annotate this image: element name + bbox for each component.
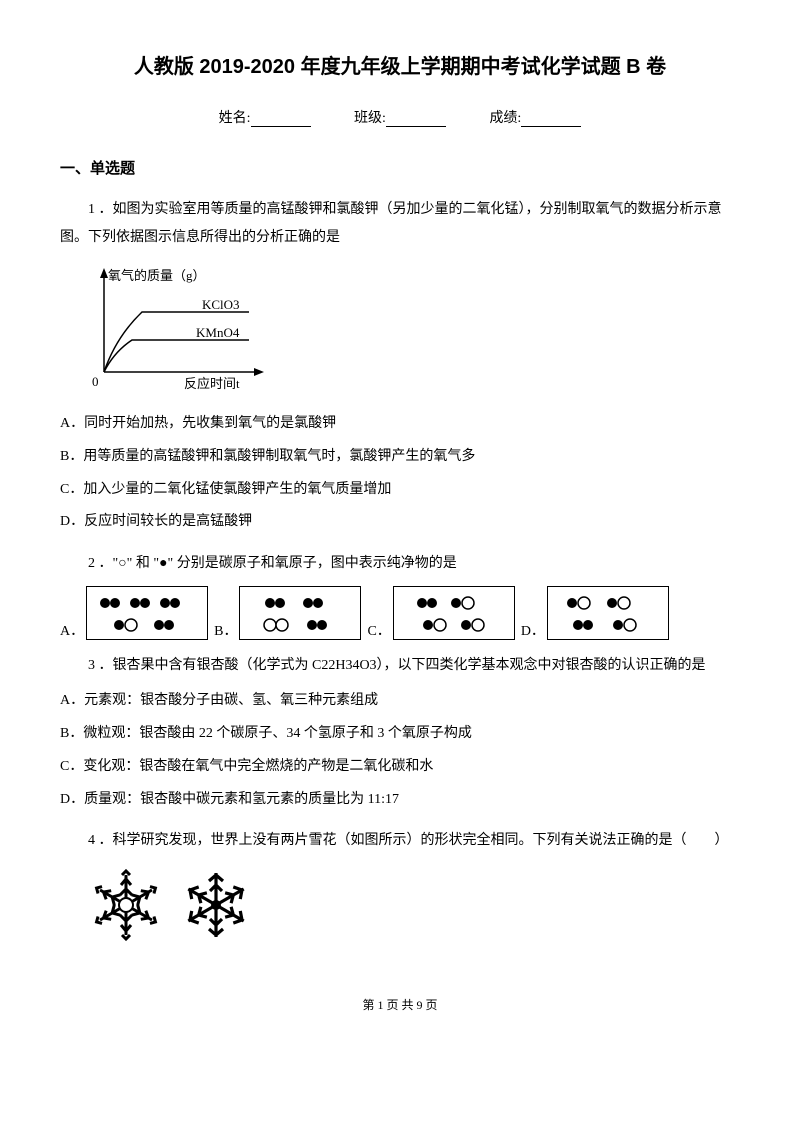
q1-optD: D．反应时间较长的是高锰酸钾 (60, 507, 740, 538)
q1-chart: 氧气的质量（g） KClO3 KMnO4 反应时间t 0 (84, 262, 740, 397)
q2-labelB: B． (214, 620, 237, 640)
q2-labelC: C． (367, 620, 390, 640)
page-footer: 第 1 页 共 9 页 (60, 996, 740, 1013)
q3-optB: B．微粒观：银杏酸由 22 个碳原子、34 个氢原子和 3 个氧原子构成 (60, 719, 740, 750)
q3-optD: D．质量观：银杏酸中碳元素和氢元素的质量比为 11:17 (60, 785, 740, 816)
q2-boxD (547, 586, 669, 640)
q2-options: A． B． C． (60, 586, 740, 640)
score-label: 成绩: (489, 111, 521, 126)
curve2-label: KMnO4 (196, 325, 240, 340)
name-label: 姓名: (219, 111, 251, 126)
curve1-label: KClO3 (202, 297, 240, 312)
q3-optA: A．元素观：银杏酸分子由碳、氢、氧三种元素组成 (60, 686, 740, 717)
q3-stem: 3 ．银杏果中含有银杏酸（化学式为 C22H34O3），以下四类化学基本观念中对… (60, 652, 740, 680)
section-heading: 一、单选题 (60, 157, 740, 178)
x-axis-label: 反应时间t (184, 376, 240, 391)
page-title: 人教版 2019-2020 年度九年级上学期期中考试化学试题 B 卷 (60, 50, 740, 79)
q2-boxB (239, 586, 361, 640)
q2-labelA: A． (60, 620, 84, 640)
q2-boxA (86, 586, 208, 640)
exam-page: 人教版 2019-2020 年度九年级上学期期中考试化学试题 B 卷 姓名: 班… (0, 0, 800, 1043)
q1-optB: B．用等质量的高锰酸钾和氯酸钾制取氧气时，氯酸钾产生的氧气多 (60, 442, 740, 473)
q1-stem: 1 ．如图为实验室用等质量的高锰酸钾和氯酸钾（另加少量的二氧化锰），分别制取氧气… (60, 196, 740, 252)
class-blank (386, 112, 446, 127)
origin-label: 0 (92, 374, 99, 389)
score-blank (521, 112, 581, 127)
q2-boxC (393, 586, 515, 640)
q2-labelD: D． (521, 620, 545, 640)
q3-optC: C．变化观：银杏酸在氧气中完全燃烧的产物是二氧化碳和水 (60, 752, 740, 783)
q2-stem: 2 ．"○" 和 "●" 分别是碳原子和氧原子，图中表示纯净物的是 (60, 550, 740, 578)
q4-stem: 4 ．科学研究发现，世界上没有两片雪花（如图所示）的形状完全相同。下列有关说法正… (60, 827, 740, 855)
name-blank (251, 112, 311, 127)
class-label: 班级: (354, 111, 386, 126)
q1-optA: A．同时开始加热，先收集到氧气的是氯酸钾 (60, 409, 740, 440)
info-line: 姓名: 班级: 成绩: (60, 107, 740, 127)
y-axis-label: 氧气的质量（g） (108, 268, 206, 283)
q1-optC: C．加入少量的二氧化锰使氯酸钾产生的氧气质量增加 (60, 475, 740, 506)
q4-snowflakes (86, 865, 740, 950)
